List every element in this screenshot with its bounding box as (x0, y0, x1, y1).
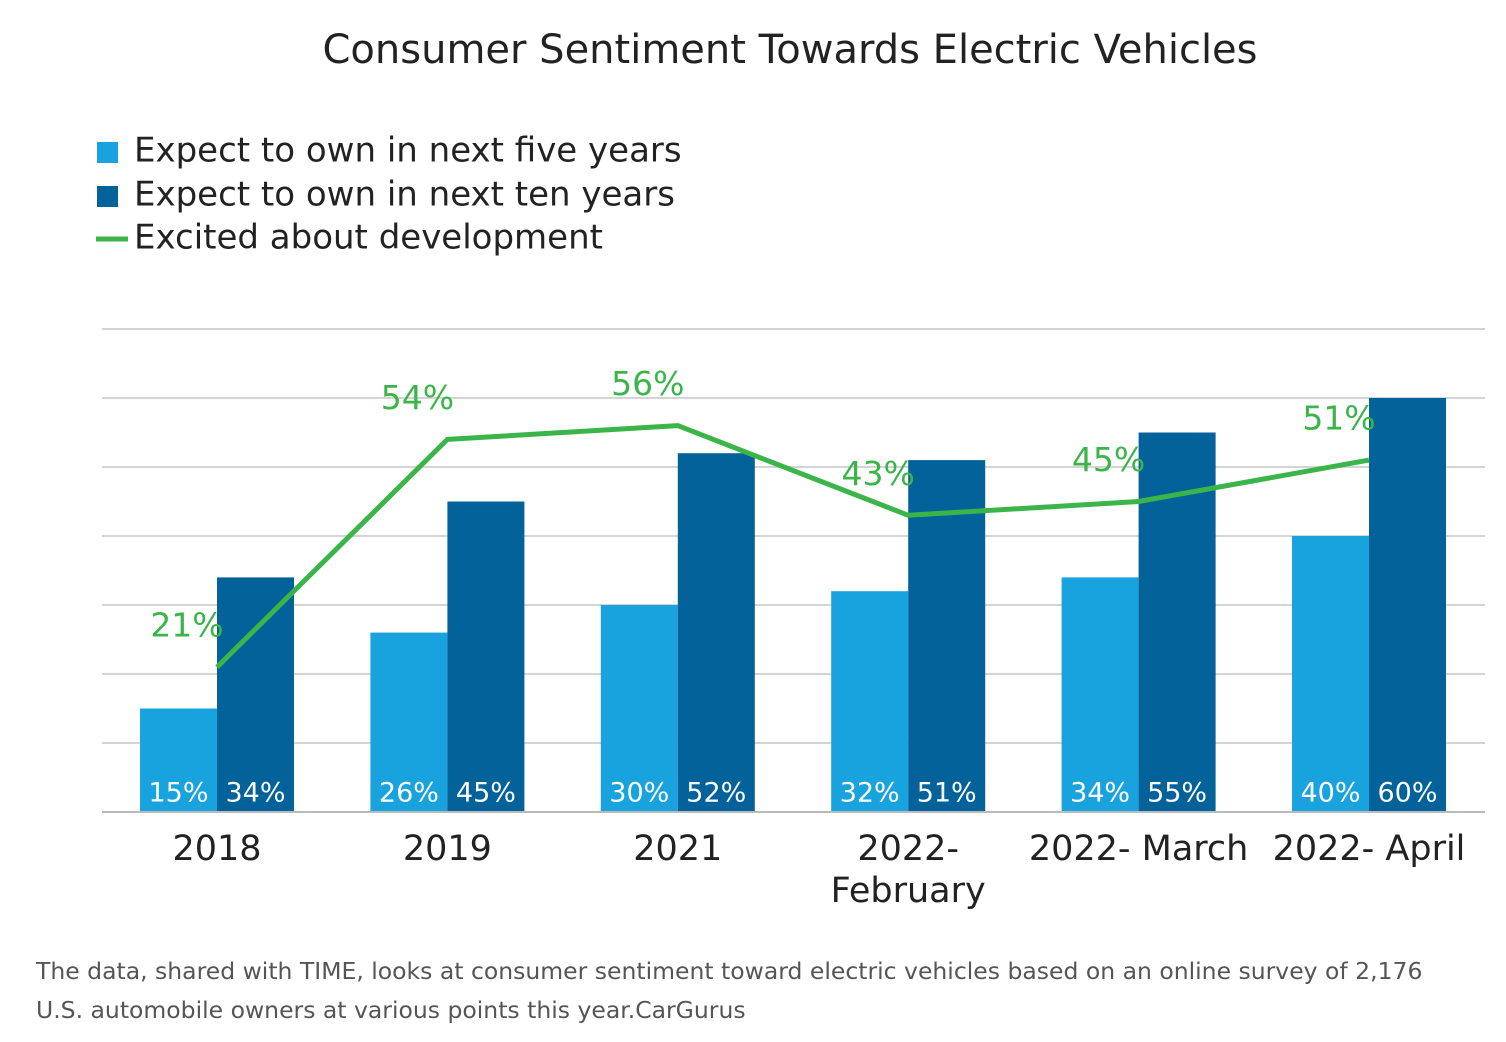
line-value-label: 45% (1072, 440, 1145, 479)
line (215, 423, 1370, 669)
line-value-label: 43% (842, 454, 915, 493)
bar (908, 460, 986, 812)
legend-swatch (97, 142, 118, 163)
bar-value-label: 15% (148, 778, 208, 809)
legend-label: Excited about development (134, 218, 603, 258)
bar (831, 591, 909, 812)
bar-value-label: 55% (1147, 778, 1207, 809)
bar (600, 605, 678, 812)
caption: The data, shared with TIME, looks at con… (36, 957, 1423, 1024)
x-tick-label: 2019 (402, 829, 492, 869)
bar-value-label: 34% (225, 778, 285, 809)
line-value-label: 51% (1302, 399, 1375, 438)
bar-value-label: 34% (1070, 778, 1130, 809)
bar (1061, 577, 1139, 812)
bar (677, 453, 755, 812)
bar (447, 501, 525, 812)
line-value-label: 54% (381, 378, 454, 417)
bar-value-label: 45% (456, 778, 516, 809)
legend-label: Expect to own in next five years (134, 131, 682, 171)
bar-value-label: 32% (840, 778, 900, 809)
bar-value-label: 60% (1377, 778, 1437, 809)
bar-value-label: 52% (686, 778, 746, 809)
bar (1292, 536, 1369, 812)
bar-value-label: 40% (1300, 778, 1360, 809)
x-tick-label: 2018 (172, 829, 262, 869)
x-tick-label: 2022- February (830, 829, 986, 911)
line-value-label: 21% (150, 606, 223, 645)
bar-value-label: 30% (609, 778, 669, 809)
bar (1369, 398, 1446, 812)
x-tick-label: 2022- March (1028, 829, 1249, 869)
bar (370, 632, 448, 812)
x-tick-label: 2022- April (1272, 829, 1466, 869)
legend-label: Expect to own in next ten years (134, 175, 675, 215)
bar (217, 577, 294, 812)
legend-swatch (97, 186, 118, 207)
chart-title: Consumer Sentiment Towards Electric Vehi… (323, 27, 1258, 73)
x-tick-label: 2021 (633, 829, 723, 869)
line-value-label: 56% (611, 364, 684, 403)
bar (140, 708, 217, 812)
bar-value-label: 51% (917, 778, 977, 809)
bar-value-label: 26% (379, 778, 439, 809)
